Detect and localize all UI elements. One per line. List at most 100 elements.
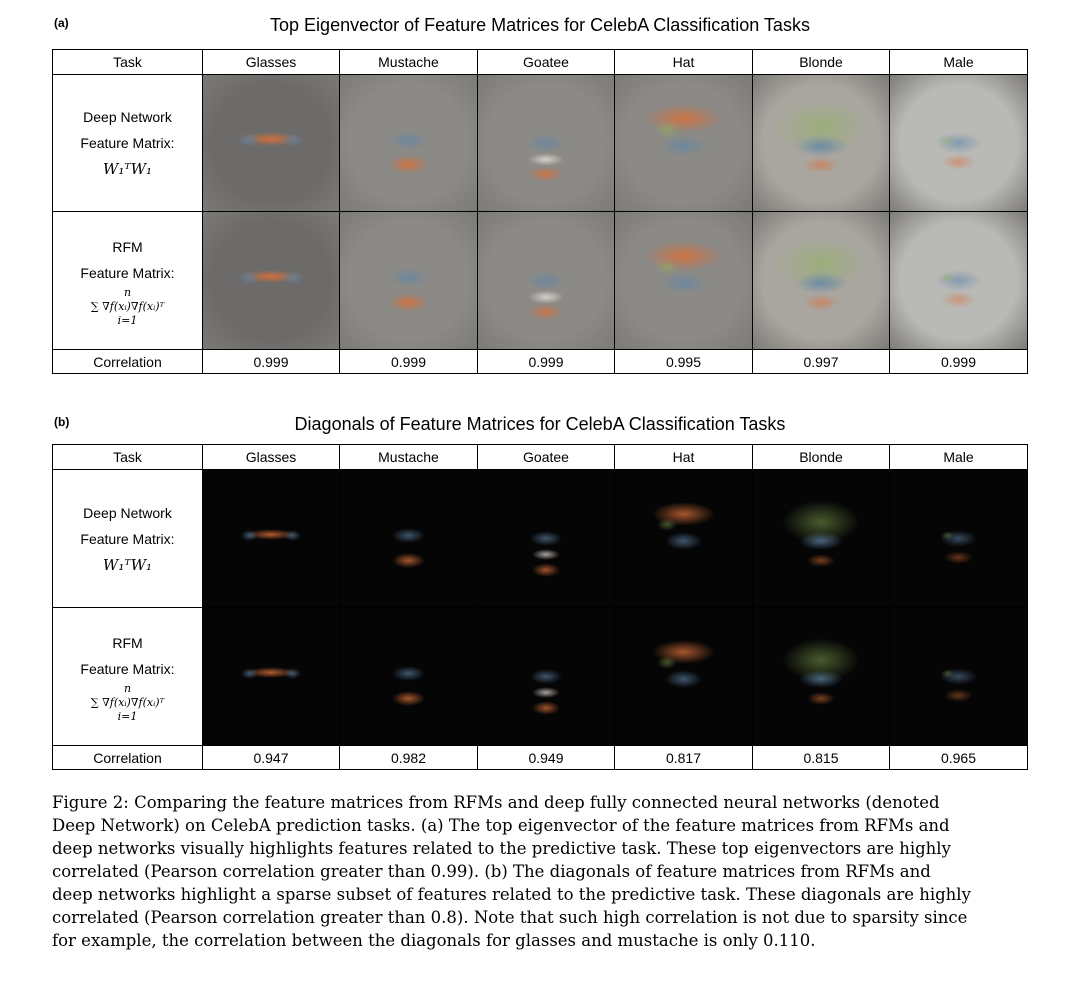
row-label-line2: Feature Matrix: [80,135,175,151]
diag-rfm-mustache [339,607,478,746]
feature-blob [525,270,567,291]
eig-deep-male [889,74,1028,212]
feature-blob [803,156,839,173]
row-label-line2: Feature Matrix: [80,660,175,677]
col-blonde: Blonde [752,444,890,470]
caption-line: deep networks visually highlights featur… [52,839,951,858]
diag-rfm-glasses [202,607,340,746]
feature-blob [940,291,977,308]
correlation-label: Correlation [52,349,203,374]
eig-rfm-male [889,211,1028,350]
row-label-line1: Deep Network [83,504,172,521]
diag-rfm-hat [614,607,753,746]
deep-network-row-label: Deep Network Feature Matrix: W₁ᵀW₁ [52,74,203,212]
diag-deep-blonde [752,469,890,608]
feature-blob [939,272,956,284]
feature-blob [657,656,677,670]
formula-wtw: W₁ᵀW₁ [102,160,153,178]
feature-blob [284,668,302,680]
row-label-line1: Deep Network [83,109,172,125]
correlation-value: 0.999 [339,349,478,374]
correlation-label: Correlation [52,745,203,770]
feature-blob [392,528,425,544]
feature-blob [660,272,707,295]
col-hat: Hat [614,49,753,75]
diag-deep-hat [614,469,753,608]
feature-blob [245,528,297,540]
diag-deep-male [889,469,1028,608]
header-task: Task [52,49,203,75]
deep-network-row: Deep Network Feature Matrix: W₁ᵀW₁ [52,74,1028,212]
sum-lower: i=1 [117,313,138,327]
row-label-line1: RFM [112,238,143,255]
panel-a-table: Task Glasses Mustache Goatee Hat Blonde … [52,49,1028,374]
col-goatee: Goatee [477,49,615,75]
eig-rfm-blonde [752,211,890,350]
feature-blob [392,690,425,707]
feature-blob [940,153,977,171]
panel-a-label: (a) [54,16,69,30]
feature-blob [664,532,703,550]
formula-gradient-sum: n ∑ ∇f(xᵢ)∇f(xᵢ)ᵀ i=1 [54,682,202,724]
feature-blob [529,668,563,685]
correlation-value: 0.982 [339,745,478,770]
feature-blob [799,670,843,688]
feature-blob [793,134,849,157]
rfm-row: RFM Feature Matrix: n ∑ ∇f(xᵢ)∇f(xᵢ)ᵀ i=… [52,211,1028,350]
col-mustache: Mustache [339,49,478,75]
formula-wtw: W₁ᵀW₁ [102,555,153,574]
feature-blob [944,689,973,703]
feature-blob [392,552,425,569]
feature-blob [387,155,430,175]
feature-blob [806,553,836,567]
feature-blob [664,670,703,688]
feature-blob [531,701,561,715]
feature-blob [387,268,430,288]
sum-upper: n [123,285,132,299]
rfm-row: RFM Feature Matrix: n ∑ ∇f(xᵢ)∇f(xᵢ)ᵀ i=… [52,607,1028,746]
feature-blob [528,290,564,304]
feature-blob [525,133,567,153]
feature-blob [939,529,978,548]
feature-blob [528,166,564,183]
formula-gradient-sum: n ∑ ∇f(xᵢ)∇f(xᵢ)ᵀ i=1 [54,285,202,328]
col-goatee: Goatee [477,444,615,470]
eig-rfm-glasses [202,211,340,350]
feature-blob [284,530,302,542]
feature-blob [281,270,304,285]
sum-lower: i=1 [117,709,138,723]
correlation-row: Correlation 0.947 0.982 0.949 0.817 0.81… [52,745,1028,770]
feature-blob [387,292,430,312]
panel-b-label: (b) [54,415,70,429]
header-row: Task Glasses Mustache Goatee Hat Blonde … [52,444,1028,470]
diag-rfm-blonde [752,607,890,746]
feature-blob [531,563,561,577]
feature-blob [651,639,716,664]
correlation-value: 0.949 [477,745,615,770]
correlation-value: 0.995 [614,349,753,374]
figure-caption: Figure 2: Comparing the feature matrices… [52,791,1032,952]
diag-deep-mustache [339,469,478,608]
feature-blob [940,669,955,679]
feature-blob [651,501,716,526]
diag-deep-goatee [477,469,615,608]
col-male: Male [889,444,1028,470]
eig-rfm-mustache [339,211,478,350]
correlation-value: 0.815 [752,745,890,770]
feature-blob [654,121,680,138]
col-glasses: Glasses [202,444,340,470]
feature-blob [281,133,304,148]
feature-blob [939,134,956,146]
feature-blob [935,269,982,292]
feature-blob [528,152,564,167]
correlation-value: 0.947 [202,745,340,770]
caption-line: for example, the correlation between the… [52,931,816,950]
feature-blob [529,530,563,547]
correlation-value: 0.999 [202,349,340,374]
feature-blob [392,666,425,682]
feature-blob [238,270,261,285]
diag-rfm-goatee [477,607,615,746]
rfm-row-label: RFM Feature Matrix: n ∑ ∇f(xᵢ)∇f(xᵢ)ᵀ i=… [52,607,203,746]
row-label-line2: Feature Matrix: [80,264,175,281]
row-label-line2: Feature Matrix: [80,530,175,547]
